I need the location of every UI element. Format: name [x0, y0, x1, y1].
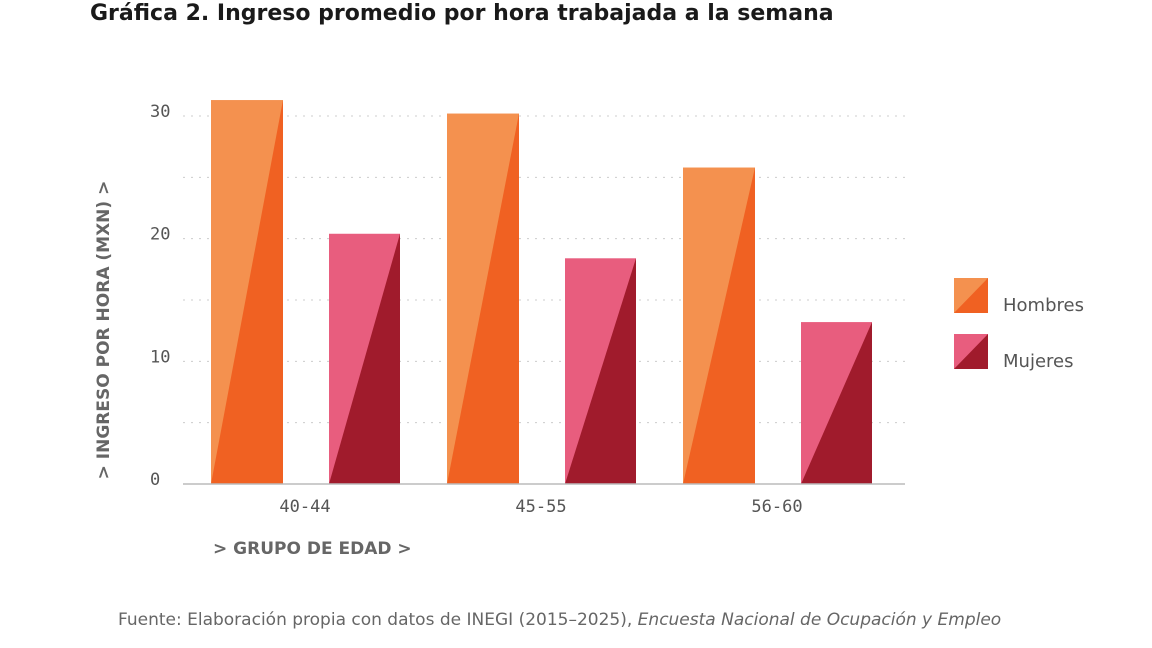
- legend-label: Hombres: [1003, 295, 1084, 316]
- legend-swatch-shade: [954, 334, 988, 369]
- x-axis-label: > GRUPO DE EDAD >: [213, 539, 412, 559]
- legend-swatch-shade: [954, 278, 988, 313]
- bar-shade: [329, 233, 400, 484]
- source-italic: Encuesta Nacional de Ocupación y Empleo: [638, 610, 1002, 630]
- y-tick-label: 0: [150, 470, 160, 490]
- y-tick-label: 10: [150, 347, 170, 367]
- y-tick-label: 20: [150, 225, 170, 245]
- legend-label: Mujeres: [1003, 351, 1073, 372]
- source-note: Fuente: Elaboración propia con datos de …: [118, 610, 1001, 630]
- bar-shade: [447, 113, 519, 485]
- x-tick-label: 56-60: [751, 497, 802, 517]
- source-text: Fuente: Elaboración propia con datos de …: [118, 610, 638, 630]
- y-tick-label: 30: [150, 102, 170, 122]
- bar-shade: [211, 100, 283, 484]
- y-axis-label: > INGRESO POR HORA (MXN) >: [94, 181, 114, 480]
- bar-shade: [801, 322, 872, 484]
- bar-shade: [565, 258, 636, 484]
- chart-title: Gráfica 2. Ingreso promedio por hora tra…: [90, 1, 834, 26]
- bar-shade: [683, 167, 755, 484]
- x-tick-label: 45-55: [515, 497, 566, 517]
- x-tick-label: 40-44: [279, 497, 330, 517]
